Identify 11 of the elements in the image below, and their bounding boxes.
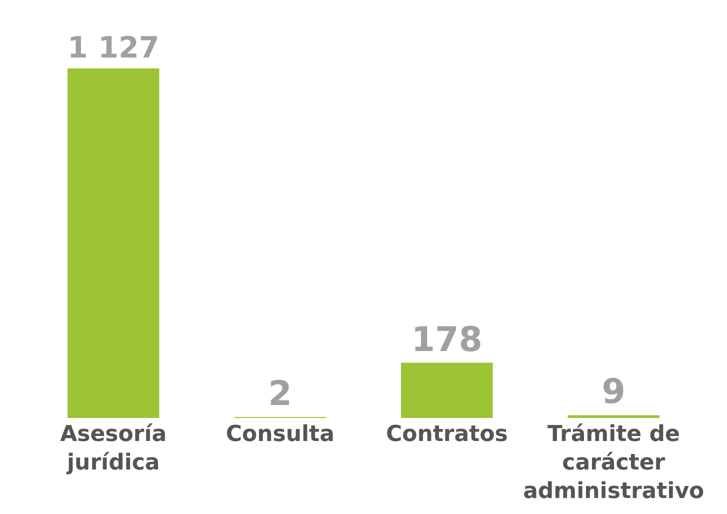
x-tick-label: Trámite de carácter administrativo [523,422,704,504]
x-tick-label: Consulta [226,422,334,447]
bar [68,68,160,418]
data-label: 9 [602,372,626,412]
data-label: 2 [268,374,292,414]
x-tick-label: Contratos [386,422,508,447]
data-label: 1 127 [68,30,160,65]
x-tick-label: Asesoría jurídica [60,422,167,476]
data-label: 178 [411,320,482,360]
bar [401,362,493,418]
bar [568,415,660,418]
